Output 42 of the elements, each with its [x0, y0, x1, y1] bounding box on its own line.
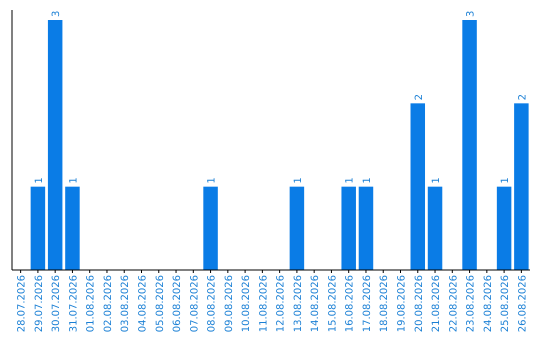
x-tick-label: 30.07.2026 — [51, 275, 62, 332]
x-tick-label: 21.08.2026 — [431, 275, 442, 332]
data-label: 3 — [466, 10, 477, 17]
x-tick-label: 02.08.2026 — [102, 275, 114, 332]
x-tick-label: 12.08.2026 — [276, 275, 287, 332]
x-tick-label: 28.07.2026 — [16, 275, 28, 332]
x-tick-label: 22.08.2026 — [448, 275, 460, 332]
data-label: 1 — [34, 177, 45, 184]
data-label: 2 — [414, 94, 425, 100]
x-tick-label: 25.08.2026 — [500, 275, 512, 332]
x-tick-label: 13.08.2026 — [292, 275, 304, 332]
x-tick-label: 19.08.2026 — [396, 275, 408, 332]
data-label: 1 — [500, 177, 512, 184]
x-tick-label: 05.08.2026 — [154, 275, 166, 332]
data-label: 1 — [292, 177, 304, 184]
x-tick-label: 07.08.2026 — [189, 275, 200, 332]
data-label: 1 — [362, 177, 373, 184]
x-tick-label: 16.08.2026 — [344, 275, 356, 332]
x-tick-label: 26.08.2026 — [517, 275, 528, 332]
data-label: 1 — [344, 177, 356, 184]
x-tick-label: 20.08.2026 — [414, 275, 425, 332]
x-tick-label: 04.08.2026 — [138, 275, 148, 332]
x-tick-label: 31.07.2026 — [68, 275, 80, 332]
x-tick-label: 15.08.2026 — [327, 275, 338, 332]
x-tick-label: 01.08.2026 — [86, 275, 97, 332]
x-tick-label: 24.08.2026 — [482, 275, 494, 332]
data-label: 1 — [68, 177, 80, 184]
x-tick-label: 29.07.2026 — [34, 275, 45, 332]
x-tick-label: 10.08.2026 — [241, 275, 252, 332]
data-label: 1 — [206, 177, 218, 184]
x-tick-label: 14.08.2026 — [310, 275, 322, 332]
x-tick-label: 08.08.2026 — [206, 275, 218, 332]
x-tick-label: 03.08.2026 — [120, 275, 132, 332]
data-label: 2 — [517, 94, 528, 100]
data-label: 3 — [51, 10, 62, 17]
x-tick-label: 06.08.2026 — [172, 275, 184, 332]
x-tick-label: 17.08.2026 — [362, 275, 373, 332]
x-tick-label: 18.08.2026 — [379, 275, 390, 332]
data-label: 1 — [431, 177, 442, 184]
x-tick-label: 09.08.2026 — [224, 275, 235, 332]
x-tick-label: 23.08.2026 — [466, 275, 477, 332]
x-tick-label: 11.08.2026 — [258, 275, 270, 332]
